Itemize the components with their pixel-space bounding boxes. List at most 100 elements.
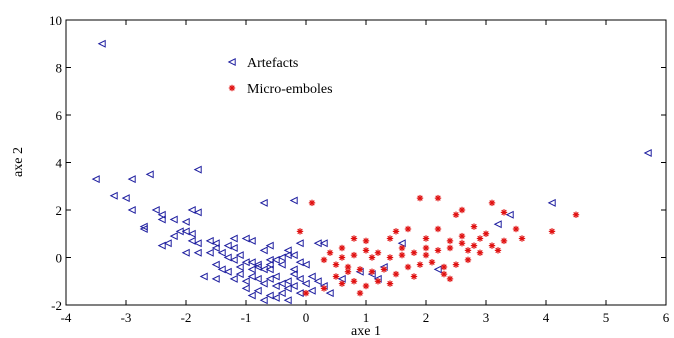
artefact-point (265, 265, 274, 274)
y-tick-label: -2 (51, 298, 62, 313)
artefact-point (169, 232, 178, 241)
artefact-point (217, 248, 226, 257)
micro-embole-point (434, 194, 442, 202)
artefact-point (259, 198, 268, 207)
micro-embole-point (470, 223, 478, 230)
artefact-point (121, 194, 130, 203)
legend-triangle-icon (227, 57, 236, 67)
artefact-point (277, 289, 286, 298)
artefact-point (283, 277, 292, 286)
artefact-point (325, 289, 334, 298)
artefact-point (547, 198, 556, 207)
micro-embole-point (332, 273, 340, 280)
artefact-point (643, 148, 652, 158)
micro-embole-point (374, 249, 382, 256)
micro-embole-point (434, 225, 442, 233)
micro-embole-point (368, 268, 376, 275)
artefact-point (295, 258, 304, 267)
micro-embole-point (434, 247, 442, 254)
micro-embole-point (440, 263, 448, 271)
artefact-point (505, 210, 514, 219)
artefact-point (259, 279, 268, 288)
micro-embole-point (392, 270, 400, 278)
micro-embole-point (398, 251, 406, 259)
micro-embole-point (380, 266, 388, 273)
artefact-point (223, 267, 232, 276)
micro-embole-point (386, 254, 394, 261)
micro-embole-point (308, 199, 316, 207)
artefact-point (235, 251, 244, 260)
artefact-point (181, 227, 190, 236)
artefact-point (277, 260, 286, 269)
micro-embole-point (446, 244, 454, 252)
legend-marker-artefacts (227, 57, 236, 67)
micro-embole-point (344, 268, 352, 275)
micro-embole-point (518, 235, 526, 242)
artefact-point (187, 229, 196, 238)
artefact-point (289, 270, 298, 279)
micro-embole-point (500, 209, 508, 216)
artefact-point (247, 236, 256, 245)
micro-embole-point (428, 259, 436, 266)
micro-embole-point (320, 285, 328, 292)
artefact-point (235, 270, 244, 279)
micro-embole-point (350, 251, 358, 259)
micro-embole-point (386, 280, 394, 287)
artefact-point (265, 274, 274, 283)
micro-embole-point (446, 275, 454, 283)
artefact-point (127, 175, 136, 184)
micro-embole-point (452, 261, 460, 268)
micro-embole-point (410, 273, 418, 280)
x-tick-label: -1 (241, 310, 252, 325)
artefact-point (247, 272, 256, 281)
y-tick-label: 2 (56, 203, 63, 218)
legend-marker-micro-emboles (228, 84, 236, 92)
micro-embole-point (422, 235, 430, 242)
micro-embole-point (362, 282, 370, 290)
micro-embole-point (338, 254, 346, 261)
artefact-point (163, 239, 172, 248)
micro-embole-point (362, 237, 370, 245)
artefact-point (253, 286, 262, 295)
artefact-point (145, 170, 154, 179)
micro-embole-point (548, 228, 556, 235)
artefact-point (223, 253, 232, 262)
artefact-point (283, 284, 292, 293)
x-tick-label: 3 (483, 310, 490, 325)
artefact-point (247, 265, 256, 274)
artefact-point (259, 296, 268, 305)
artefact-point (319, 239, 328, 248)
micro-embole-point (488, 199, 496, 207)
micro-embole-point (458, 240, 466, 247)
artefact-point (307, 272, 316, 281)
artefact-point (169, 215, 178, 224)
artefact-point (229, 255, 238, 264)
micro-embole-point (374, 278, 382, 285)
x-tick-label: 1 (363, 310, 370, 325)
x-tick-label: -2 (181, 310, 192, 325)
x-axis-title: axe 1 (351, 324, 381, 338)
micro-embole-point (500, 237, 508, 245)
artefact-point (181, 248, 190, 257)
x-tick-label: 5 (603, 310, 610, 325)
micro-embole-point (392, 228, 400, 235)
artefact-point (211, 243, 220, 253)
artefact-point (301, 260, 310, 269)
artefact-point (289, 196, 298, 205)
artefact-point (271, 281, 280, 291)
artefact-point (295, 239, 304, 248)
y-tick-label: 0 (56, 251, 63, 266)
micro-embole-point (338, 280, 346, 287)
artefact-point (313, 277, 322, 286)
micro-embole-point (344, 263, 352, 271)
micro-embole-point (320, 256, 328, 264)
artefact-point (271, 293, 280, 302)
micro-embole-point (470, 242, 478, 249)
micro-embole-point (356, 266, 364, 273)
artefact-point (265, 291, 274, 300)
artefact-point (229, 234, 238, 243)
artefact-point (127, 205, 136, 215)
artefact-point (277, 253, 286, 262)
artefact-point (151, 205, 160, 215)
artefact-point (229, 243, 238, 253)
